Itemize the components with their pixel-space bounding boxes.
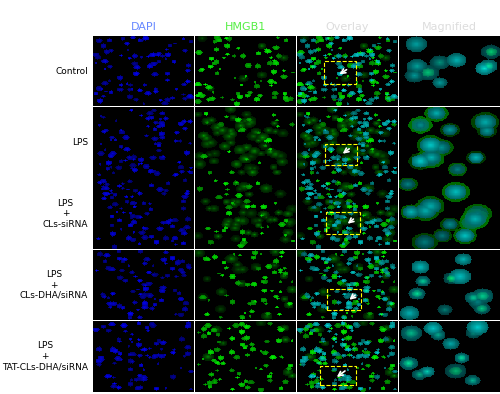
Bar	[324, 61, 356, 84]
Text: Control: Control	[56, 67, 88, 76]
Text: LPS
+
CLs-DHA/siRNA: LPS + CLs-DHA/siRNA	[20, 270, 88, 300]
Text: HMGB1: HMGB1	[224, 22, 266, 32]
Text: Overlay: Overlay	[326, 22, 369, 32]
Bar	[326, 144, 358, 165]
Text: DAPI: DAPI	[130, 22, 156, 32]
Bar	[327, 288, 360, 310]
Text: LPS
+
TAT-CLs-DHA/siRNA: LPS + TAT-CLs-DHA/siRNA	[2, 342, 88, 371]
Bar	[326, 212, 360, 234]
Text: Magnified: Magnified	[422, 22, 476, 32]
Bar	[320, 366, 356, 385]
Text: LPS
+
CLs-siRNA: LPS + CLs-siRNA	[42, 199, 88, 229]
Text: LPS: LPS	[72, 138, 88, 147]
